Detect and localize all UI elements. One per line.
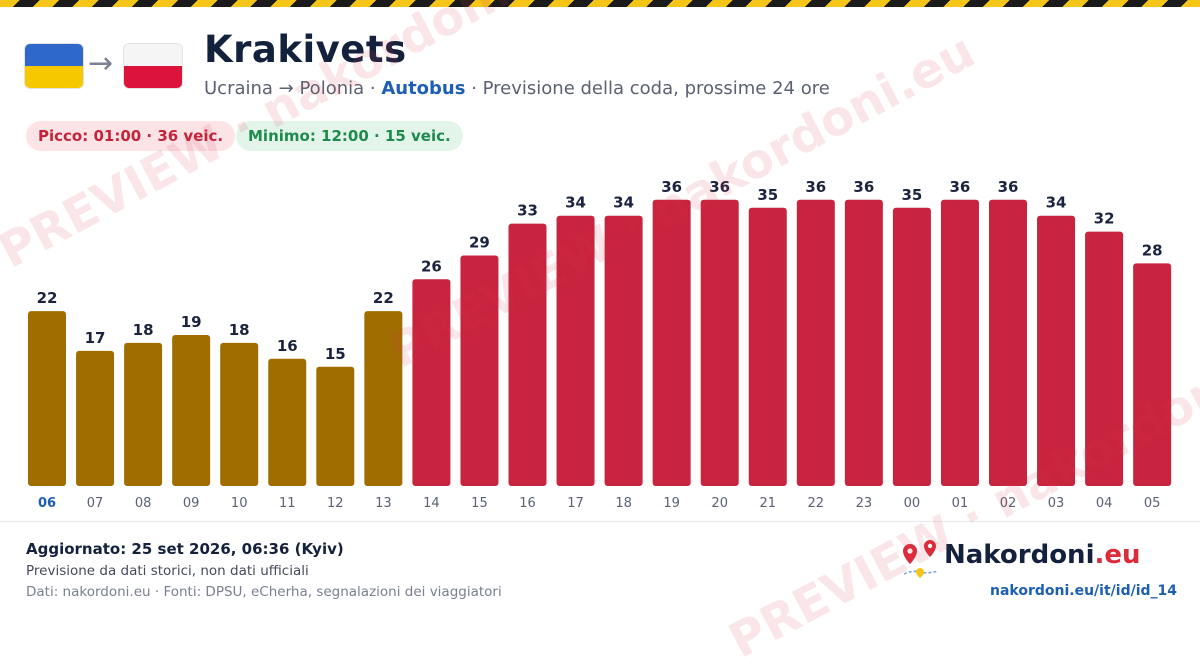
bar-19: [652, 199, 691, 487]
source-url-link[interactable]: nakordoni.eu/it/id/id_14: [990, 583, 1178, 599]
hour-tick-label: 20: [711, 496, 728, 511]
bar-11: [268, 358, 307, 486]
brand-name-tld: .eu: [1094, 540, 1141, 570]
brand-name: Nakordoni.eu: [944, 540, 1141, 570]
hour-tick-label: 19: [663, 496, 680, 511]
direction-arrow-icon: →: [88, 46, 114, 81]
bar-18: [604, 215, 643, 486]
bar-04: [1085, 231, 1124, 486]
bar-20: [700, 199, 739, 487]
hour-tick-label: 03: [1048, 496, 1065, 511]
bar-05: [1133, 263, 1172, 486]
hour-tick-label: 07: [87, 496, 104, 511]
bar-value-label: 17: [85, 329, 106, 347]
hour-tick-label: 15: [471, 496, 488, 511]
bar-02: [989, 199, 1027, 487]
bar-value-label: 29: [469, 233, 490, 251]
hour-tick-label: 23: [856, 496, 873, 511]
bar-23: [844, 199, 883, 487]
bar-13: [364, 311, 403, 486]
bar-value-label: 33: [517, 202, 538, 220]
page-title: Krakivets: [204, 28, 407, 71]
bar-value-label: 35: [757, 186, 778, 204]
minimum-badge: Minimo: 12:00 · 15 veic.: [236, 121, 463, 151]
brand-logo[interactable]: Nakordoni.eu: [900, 538, 1160, 578]
bar-value-label: 28: [1142, 241, 1163, 259]
hour-tick-label: 13: [375, 496, 392, 511]
bar-value-label: 36: [661, 178, 682, 196]
subtitle-description: · Previsione della coda, prossime 24 ore: [465, 78, 830, 99]
hour-tick-label: 06: [38, 496, 56, 511]
hour-tick-label: 00: [904, 496, 921, 511]
updated-timestamp: Aggiornato: 25 set 2026, 06:36 (Kyiv): [26, 540, 344, 558]
bar-16: [508, 223, 547, 486]
hour-tick-label: 17: [567, 496, 584, 511]
hour-tick-label: 14: [423, 496, 440, 511]
bar-value-label: 34: [565, 194, 586, 212]
footer-divider: [0, 521, 1200, 522]
bar-value-label: 18: [133, 321, 154, 339]
bar-09: [172, 334, 211, 486]
subtitle-route: Ucraina → Polonia: [204, 78, 365, 99]
bar-17: [556, 215, 595, 486]
page-subtitle: Ucraina → Polonia · Autobus · Previsione…: [204, 78, 830, 99]
bar-00: [892, 207, 931, 486]
bar-value-label: 35: [901, 186, 922, 204]
bar-value-label: 36: [950, 178, 971, 196]
bar-value-label: 36: [853, 178, 874, 196]
bar-15: [460, 255, 499, 486]
forecast-disclaimer: Previsione da dati storici, non dati uff…: [26, 563, 309, 579]
hour-tick-label: 12: [327, 496, 344, 511]
subtitle-separator: ·: [364, 78, 382, 99]
bar-value-label: 36: [709, 178, 730, 196]
queue-forecast-chart: 22 06 17 07 18 08 19 09 18 10 16 11 15 12 22 13 26 14 29 15…: [28, 178, 1172, 511]
bar-21: [748, 207, 787, 486]
hour-tick-label: 18: [615, 496, 632, 511]
bar-14: [412, 279, 451, 486]
bar-value-label: 34: [613, 194, 634, 212]
bar-value-label: 36: [805, 178, 826, 196]
hour-tick-label: 04: [1096, 496, 1113, 511]
bar-value-label: 18: [229, 321, 250, 339]
hour-tick-label: 22: [808, 496, 825, 511]
bar-value-label: 34: [1046, 194, 1067, 212]
data-sources: Dati: nakordoni.eu · Fonti: DPSU, eCherh…: [26, 584, 502, 600]
hour-tick-label: 05: [1144, 496, 1161, 511]
bar-06: [28, 311, 66, 486]
ukraine-flag-icon: [25, 44, 83, 88]
peak-badge: Picco: 01:00 · 36 veic.: [26, 121, 236, 151]
hour-tick-label: 02: [1000, 496, 1017, 511]
bar-value-label: 16: [277, 337, 298, 355]
bar-value-label: 15: [325, 345, 346, 363]
hour-tick-label: 21: [759, 496, 776, 511]
bar-22: [796, 199, 835, 487]
bar-value-label: 19: [181, 313, 202, 331]
hour-tick-label: 11: [279, 496, 296, 511]
bar-value-label: 26: [421, 257, 442, 275]
hazard-stripe: [0, 0, 1200, 7]
bar-08: [124, 342, 163, 486]
subtitle-mode: Autobus: [381, 78, 466, 99]
bar-07: [76, 350, 115, 486]
bar-value-label: 36: [998, 178, 1019, 196]
hour-tick-label: 09: [183, 496, 200, 511]
map-pin-icon: [903, 540, 939, 578]
hour-tick-label: 10: [231, 496, 248, 511]
bar-10: [220, 342, 259, 486]
brand-name-main: Nakordoni: [944, 540, 1095, 570]
bar-value-label: 22: [37, 289, 58, 307]
bar-12: [316, 366, 355, 486]
hour-tick-label: 01: [952, 496, 969, 511]
poland-flag-icon: [124, 44, 182, 88]
hour-tick-label: 16: [519, 496, 536, 511]
hour-tick-label: 08: [135, 496, 152, 511]
bar-value-label: 22: [373, 289, 394, 307]
bar-value-label: 32: [1094, 210, 1115, 228]
bar-01: [940, 199, 979, 487]
bar-03: [1037, 215, 1076, 486]
